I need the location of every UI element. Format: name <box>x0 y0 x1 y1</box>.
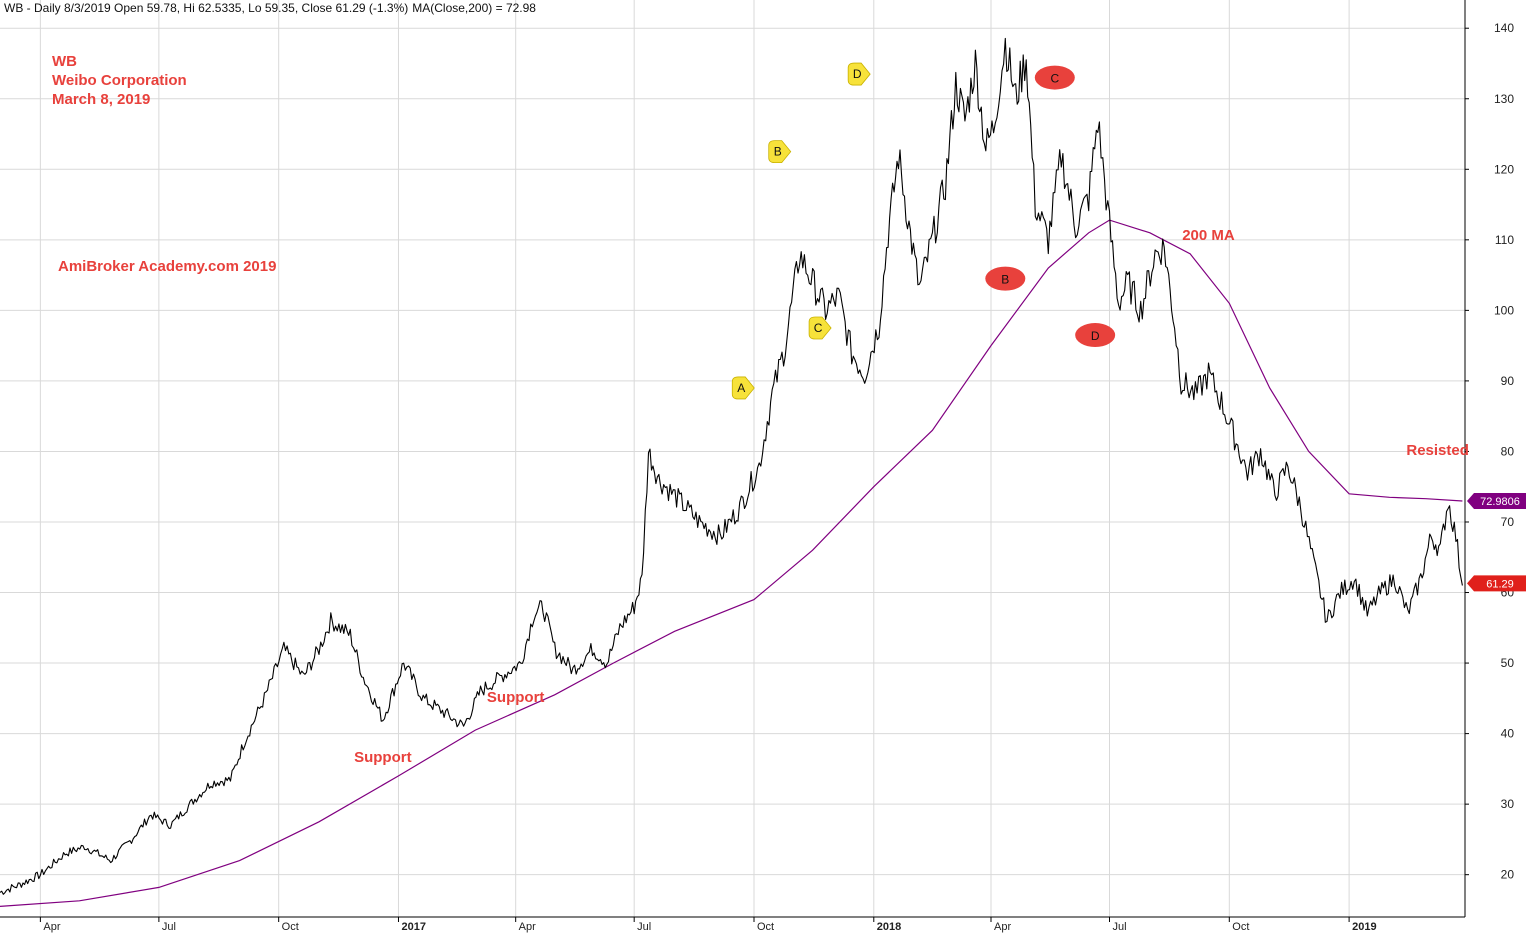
x-tick-label: Apr <box>43 921 60 933</box>
yellow-wave-marker-shape <box>768 140 792 164</box>
badge-label: 72.9806 <box>1480 496 1520 508</box>
badge-shape <box>1467 575 1526 592</box>
red-wave-marker-label: C <box>1050 72 1059 86</box>
y-tick-label: 40 <box>1501 727 1515 741</box>
yellow-wave-marker-c: C <box>808 316 832 340</box>
y-tick-label: 100 <box>1494 303 1514 317</box>
price-line <box>0 37 1463 895</box>
x-tick-label: Apr <box>519 921 536 933</box>
x-tick-label: 2017 <box>401 921 425 933</box>
yellow-wave-marker-shape <box>847 62 871 86</box>
x-tick-label: Jul <box>1112 921 1126 933</box>
red-wave-marker-c: C <box>1034 65 1075 90</box>
y-tick-label: 110 <box>1495 233 1514 247</box>
yellow-wave-marker-shape <box>808 316 832 340</box>
note-company: Weibo Corporation <box>52 72 187 89</box>
x-axis: Apr Jul Oct 2017 Apr Jul Oct 2018 Apr Jul Oct 2019 <box>39 917 1377 933</box>
y-tick-label: 130 <box>1494 92 1514 106</box>
yellow-wave-marker-d: D <box>847 62 871 86</box>
watermark: AmiBroker Academy.com 2019 <box>58 258 276 275</box>
x-tick-label: 2019 <box>1352 921 1376 933</box>
price-series <box>0 37 1463 895</box>
y-tick-label: 120 <box>1494 162 1514 176</box>
badge-shape <box>1467 492 1526 509</box>
red-wave-marker-shape <box>1075 323 1116 348</box>
y-tick-label: 20 <box>1501 868 1515 882</box>
header-ticker-info: WB - Daily 8/3/2019 Open 59.78, Hi 62.53… <box>4 1 408 15</box>
value-badges: 72.9806 61.29 <box>1467 492 1526 592</box>
x-tick-label: Oct <box>282 921 299 933</box>
note-date: March 8, 2019 <box>52 91 150 108</box>
yellow-wave-marker-shape <box>731 376 755 400</box>
red-wave-marker-label: D <box>1091 329 1100 343</box>
red-wave-marker-shape <box>1034 65 1075 90</box>
annotation-label: 200 MA <box>1182 227 1235 244</box>
note-symbol: WB <box>52 53 77 70</box>
ma-line <box>0 219 1463 907</box>
annotation-label: Support <box>354 749 412 766</box>
red-wave-marker-label: B <box>1001 273 1009 287</box>
yellow-wave-marker-label: C <box>814 321 823 335</box>
header: WB - Daily 8/3/2019 Open 59.78, Hi 62.53… <box>4 1 536 15</box>
badge-label: 61.29 <box>1486 578 1514 590</box>
ma-series <box>0 219 1463 907</box>
x-tick-label: Oct <box>1232 921 1249 933</box>
yellow-wave-marker-b: B <box>768 140 792 164</box>
y-tick-label: 80 <box>1501 444 1515 458</box>
plot-frame <box>0 0 1466 918</box>
close-badge: 61.29 <box>1467 575 1526 592</box>
header-ma-info: MA(Close,200) = 72.98 <box>412 1 536 15</box>
yellow-wave-marker-label: A <box>737 381 745 395</box>
wave-markers: ABCDABCD <box>731 62 1116 400</box>
yellow-wave-marker-label: D <box>853 67 862 81</box>
notes: WB Weibo Corporation March 8, 2019 AmiBr… <box>52 53 276 275</box>
annotations: 200 MA Support Support Resisted <box>354 227 1469 766</box>
x-tick-label: Apr <box>994 921 1011 933</box>
x-tick-label: Jul <box>162 921 176 933</box>
x-tick-label: Jul <box>637 921 651 933</box>
y-tick-label: 30 <box>1501 797 1515 811</box>
yellow-wave-marker-a: A <box>731 376 755 400</box>
grid <box>0 0 1465 917</box>
red-wave-marker-shape <box>985 266 1026 291</box>
annotation-label: Resisted <box>1406 442 1469 459</box>
ma-badge: 72.9806 <box>1467 492 1526 509</box>
red-wave-marker-b: B <box>985 266 1026 291</box>
yellow-wave-marker-label: B <box>774 145 782 159</box>
x-tick-label: 2018 <box>877 921 901 933</box>
x-tick-label: Oct <box>757 921 774 933</box>
y-tick-label: 50 <box>1501 656 1515 670</box>
annotation-label: Support <box>487 689 545 706</box>
red-wave-marker-d: D <box>1075 323 1116 348</box>
y-tick-label: 90 <box>1501 374 1515 388</box>
y-tick-label: 140 <box>1494 21 1514 35</box>
y-tick-label: 70 <box>1501 515 1515 529</box>
